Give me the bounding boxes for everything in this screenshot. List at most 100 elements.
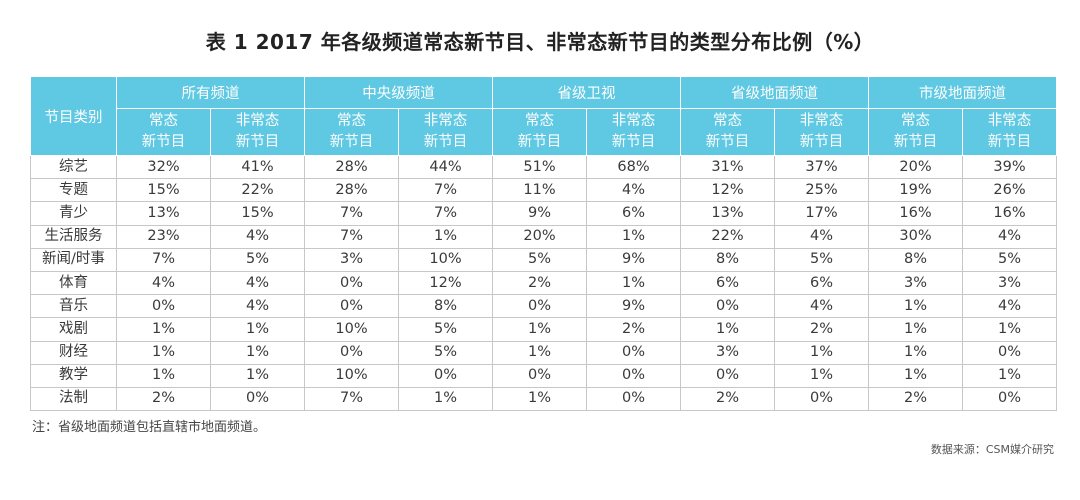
value-cell: 68% <box>586 154 681 180</box>
value-cell: 9% <box>586 247 681 272</box>
value-cell: 1% <box>774 363 869 388</box>
category-cell: 综艺 <box>30 154 117 180</box>
value-cell: 17% <box>774 201 869 226</box>
category-cell: 戏剧 <box>30 317 117 342</box>
value-cell: 22% <box>680 224 775 249</box>
value-cell: 7% <box>304 386 399 412</box>
value-cell: 5% <box>398 317 493 342</box>
sub-header-line2: 新节目 <box>235 134 280 150</box>
value-cell: 1% <box>492 386 587 412</box>
value-cell: 10% <box>398 247 493 272</box>
value-cell: 32% <box>116 154 211 180</box>
distribution-table: 节目类别 所有频道 中央级频道 省级卫视 省级地面频道 市级地面频道 常态 新节目… <box>30 76 1057 412</box>
value-cell: 37% <box>774 154 869 180</box>
value-cell: 2% <box>492 270 587 296</box>
value-cell: 0% <box>304 340 399 365</box>
value-cell: 0% <box>304 270 399 296</box>
value-cell: 4% <box>210 224 305 249</box>
value-cell: 0% <box>492 363 587 388</box>
category-header: 节目类别 <box>30 76 117 156</box>
value-cell: 1% <box>116 363 211 388</box>
value-cell: 7% <box>304 224 399 249</box>
value-cell: 28% <box>304 178 399 203</box>
sub-header-line1: 非常态 <box>423 113 468 129</box>
category-cell: 音乐 <box>30 294 117 319</box>
category-cell: 财经 <box>30 340 117 365</box>
value-cell: 4% <box>774 224 869 249</box>
value-cell: 4% <box>962 294 1057 319</box>
sub-header-cell: 常态 新节目 <box>304 108 399 156</box>
value-cell: 2% <box>586 317 681 342</box>
sub-header-line2: 新节目 <box>893 134 938 150</box>
sub-header-cell: 非常态 新节目 <box>962 108 1057 156</box>
value-cell: 5% <box>492 247 587 272</box>
value-cell: 4% <box>210 270 305 296</box>
sub-header-line1: 非常态 <box>799 113 844 129</box>
value-cell: 1% <box>680 317 775 342</box>
value-cell: 7% <box>116 247 211 272</box>
value-cell: 0% <box>680 363 775 388</box>
sub-header-line1: 非常态 <box>235 113 280 129</box>
value-cell: 4% <box>116 270 211 296</box>
value-cell: 2% <box>774 317 869 342</box>
value-cell: 1% <box>210 363 305 388</box>
value-cell: 4% <box>962 224 1057 249</box>
header-sub-row: 常态 新节目 非常态 新节目 常态 新节目 非常态 新节目 常态 新节目 非常态 新节目 常态 新节目 非常… <box>31 108 1057 156</box>
value-cell: 0% <box>962 386 1057 412</box>
value-cell: 5% <box>398 340 493 365</box>
value-cell: 9% <box>586 294 681 319</box>
value-cell: 13% <box>680 201 775 226</box>
value-cell: 0% <box>116 294 211 319</box>
value-cell: 1% <box>868 294 963 319</box>
table-row: 生活服务 23% 4% 7% 1% 20% 1% 22% 4% 30% 4% <box>30 224 1057 249</box>
value-cell: 0% <box>210 386 305 412</box>
sub-header-cell: 常态 新节目 <box>492 108 587 156</box>
value-cell: 2% <box>680 386 775 412</box>
table-row: 综艺 32% 41% 28% 44% 51% 68% 31% 37% 20% 39% <box>30 154 1057 180</box>
table-title: 表 1 2017 年各级频道常态新节目、非常态新节目的类型分布比例（%） <box>205 30 875 54</box>
sub-header-line2: 新节目 <box>611 134 656 150</box>
value-cell: 1% <box>398 224 493 249</box>
value-cell: 1% <box>116 317 211 342</box>
value-cell: 20% <box>492 224 587 249</box>
value-cell: 15% <box>116 178 211 203</box>
value-cell: 16% <box>962 201 1057 226</box>
category-cell: 教学 <box>30 363 117 388</box>
table-row: 法制 2% 0% 7% 1% 1% 0% 2% 0% 2% 0% <box>30 386 1057 412</box>
sub-header-line1: 非常态 <box>611 113 656 129</box>
value-cell: 9% <box>492 201 587 226</box>
table-header: 节目类别 所有频道 中央级频道 省级卫视 省级地面频道 市级地面频道 常态 新节目… <box>30 76 1057 156</box>
value-cell: 1% <box>586 270 681 296</box>
value-cell: 3% <box>962 270 1057 296</box>
sub-header-line2: 新节目 <box>141 134 186 150</box>
sub-header-line1: 常态 <box>525 113 554 129</box>
value-cell: 0% <box>774 386 869 412</box>
sub-header-line1: 常态 <box>337 113 366 129</box>
value-cell: 0% <box>962 340 1057 365</box>
category-cell: 青少 <box>30 201 117 226</box>
sub-header-cell: 非常态 新节目 <box>210 108 305 156</box>
value-cell: 1% <box>868 340 963 365</box>
value-cell: 51% <box>492 154 587 180</box>
sub-header-cell: 常态 新节目 <box>116 108 211 156</box>
value-cell: 1% <box>116 340 211 365</box>
value-cell: 0% <box>586 340 681 365</box>
table-row: 教学 1% 1% 10% 0% 0% 0% 0% 1% 1% 1% <box>30 363 1057 388</box>
table-row: 音乐 0% 4% 0% 8% 0% 9% 0% 4% 1% 4% <box>30 294 1057 319</box>
sub-header-cell: 非常态 新节目 <box>586 108 681 156</box>
value-cell: 7% <box>398 178 493 203</box>
value-cell: 13% <box>116 201 211 226</box>
value-cell: 41% <box>210 154 305 180</box>
value-cell: 1% <box>774 340 869 365</box>
sub-header-line1: 常态 <box>901 113 930 129</box>
value-cell: 5% <box>210 247 305 272</box>
value-cell: 3% <box>680 340 775 365</box>
category-cell: 专题 <box>30 178 117 203</box>
value-cell: 1% <box>210 340 305 365</box>
value-cell: 2% <box>116 386 211 412</box>
value-cell: 15% <box>210 201 305 226</box>
sub-header-cell: 常态 新节目 <box>868 108 963 156</box>
value-cell: 1% <box>398 386 493 412</box>
group-header-city-terrestrial: 市级地面频道 <box>868 76 1057 109</box>
value-cell: 23% <box>116 224 211 249</box>
